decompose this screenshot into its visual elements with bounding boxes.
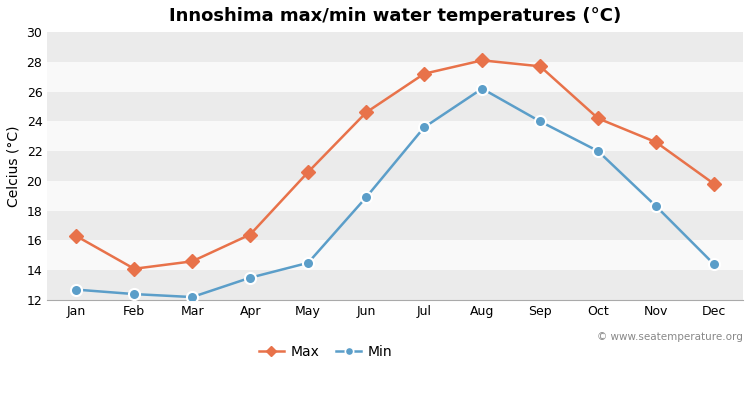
Max bbox=[420, 71, 429, 76]
Min bbox=[593, 149, 602, 154]
Max bbox=[304, 170, 313, 174]
Line: Min: Min bbox=[70, 83, 719, 303]
Min bbox=[130, 292, 139, 296]
Line: Max: Max bbox=[71, 56, 719, 274]
Max bbox=[188, 259, 196, 264]
Min bbox=[188, 295, 196, 300]
Y-axis label: Celcius (°C): Celcius (°C) bbox=[7, 125, 21, 207]
Bar bbox=[47, 211, 743, 240]
Max bbox=[72, 234, 81, 238]
Max bbox=[652, 140, 661, 145]
Min bbox=[710, 262, 718, 267]
Max bbox=[710, 182, 718, 186]
Min bbox=[362, 195, 370, 200]
Max bbox=[362, 110, 370, 115]
Max bbox=[593, 116, 602, 121]
Min bbox=[246, 275, 255, 280]
Min bbox=[72, 287, 81, 292]
Min bbox=[304, 260, 313, 265]
Max bbox=[478, 58, 487, 63]
Bar bbox=[47, 270, 743, 300]
Bar bbox=[47, 32, 743, 62]
Max bbox=[536, 64, 544, 69]
Text: © www.seatemperature.org: © www.seatemperature.org bbox=[597, 332, 743, 342]
Legend: Max, Min: Max, Min bbox=[253, 339, 398, 364]
Min bbox=[478, 86, 487, 91]
Max bbox=[246, 232, 255, 237]
Min bbox=[420, 125, 429, 130]
Bar bbox=[47, 121, 743, 151]
Bar bbox=[47, 181, 743, 211]
Max bbox=[130, 266, 139, 271]
Bar bbox=[47, 92, 743, 121]
Bar bbox=[47, 240, 743, 270]
Bar bbox=[47, 151, 743, 181]
Min bbox=[652, 204, 661, 209]
Title: Innoshima max/min water temperatures (°C): Innoshima max/min water temperatures (°C… bbox=[169, 7, 621, 25]
Min bbox=[536, 119, 544, 124]
Bar bbox=[47, 62, 743, 92]
